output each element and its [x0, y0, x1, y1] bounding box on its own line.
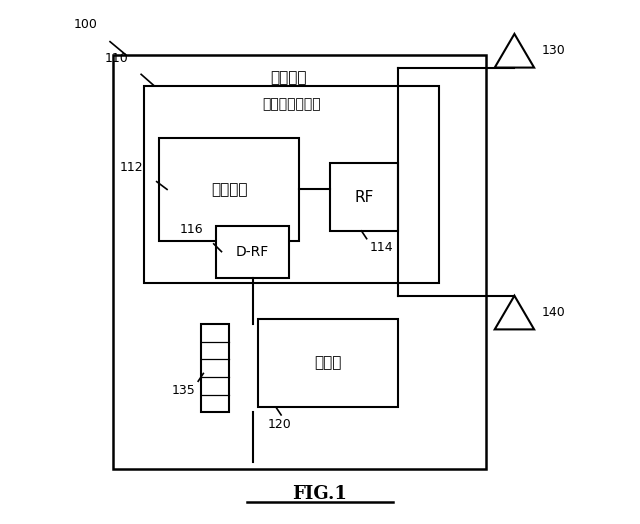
- Text: 114: 114: [369, 241, 393, 254]
- Text: 120: 120: [268, 418, 292, 431]
- Bar: [216, 226, 289, 278]
- Bar: [159, 138, 300, 241]
- Text: 110: 110: [104, 52, 128, 65]
- Text: 100: 100: [73, 18, 97, 31]
- Bar: [144, 86, 439, 283]
- Bar: [113, 54, 486, 470]
- Text: 116: 116: [180, 223, 204, 236]
- Bar: [330, 163, 398, 231]
- Text: 無線装置: 無線装置: [271, 70, 307, 85]
- Bar: [258, 319, 398, 407]
- Text: RF: RF: [355, 190, 374, 205]
- Text: 130: 130: [542, 44, 566, 57]
- Text: 通信モジュール: 通信モジュール: [262, 97, 321, 111]
- Text: 制御器: 制御器: [314, 356, 342, 370]
- Text: 112: 112: [120, 161, 144, 174]
- Text: 135: 135: [172, 384, 196, 397]
- Text: D-RF: D-RF: [236, 245, 269, 259]
- Text: 140: 140: [542, 306, 566, 319]
- Bar: [201, 324, 229, 412]
- Text: 送受信器: 送受信器: [211, 182, 248, 197]
- Text: FIG.1: FIG.1: [292, 485, 348, 503]
